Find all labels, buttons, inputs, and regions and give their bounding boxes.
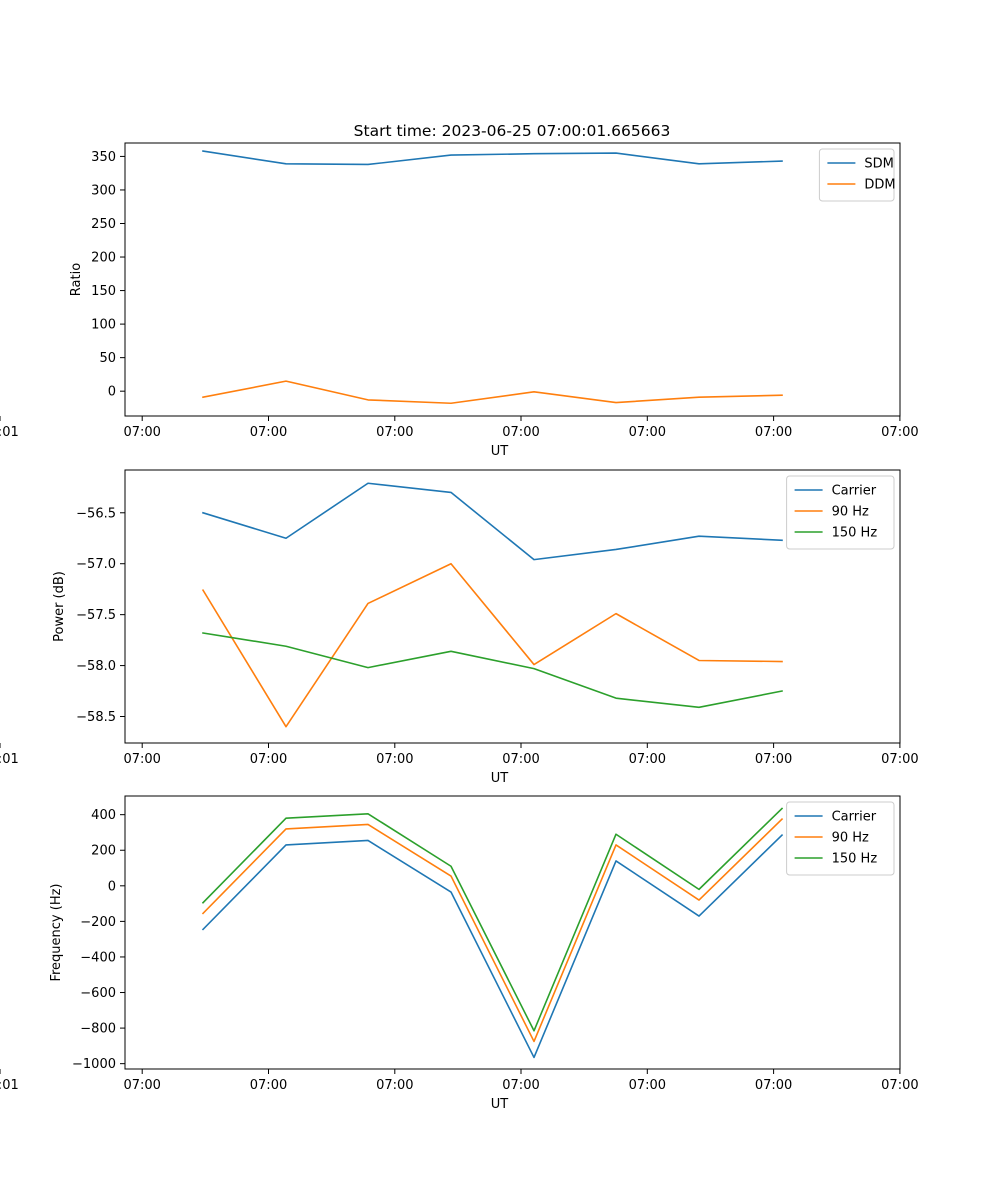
series-line-150-hz bbox=[202, 632, 783, 709]
legend-box bbox=[818, 148, 895, 202]
y-axis-label: Frequency (Hz) bbox=[49, 883, 64, 981]
x-tick-label: 07:00 bbox=[755, 752, 792, 767]
legend: Carrier 90 Hz 150 Hz bbox=[786, 801, 895, 876]
legend-label: 150 Hz bbox=[832, 852, 878, 867]
y-tick-label: −56.5 bbox=[76, 506, 116, 521]
y-tick-label: 200 bbox=[91, 844, 116, 859]
x-tick-label: 07:00 bbox=[123, 752, 160, 767]
y-tick-label: 50 bbox=[99, 351, 116, 366]
y-tick-label: 200 bbox=[91, 251, 116, 266]
y-tick-label: −400 bbox=[80, 950, 116, 965]
x-tick-label: 07:00 bbox=[629, 1078, 666, 1093]
y-tick-label: −1000 bbox=[72, 1057, 116, 1072]
series-line-90-hz bbox=[201, 562, 783, 728]
y-tick-label: −58.0 bbox=[76, 659, 116, 674]
x-tick-label: 07:00 bbox=[755, 1078, 792, 1093]
y-tick-label: −57.5 bbox=[76, 608, 116, 623]
legend: SDM DDM bbox=[818, 148, 896, 202]
x-tick-label: 07:00 bbox=[250, 425, 287, 440]
x-axis-label: UT bbox=[491, 444, 509, 459]
y-tick-label: −57.0 bbox=[76, 557, 116, 572]
x-tick-label: 07:00 bbox=[250, 752, 287, 767]
chart-panel-1: 07:00 07:00 07:00 07:00 07:00 07:00 07:00 07:01… bbox=[0, 142, 919, 459]
series-line-150-hz bbox=[201, 807, 784, 1032]
series-line-sdm bbox=[202, 150, 783, 166]
series-line-ddm bbox=[202, 380, 783, 405]
legend-box bbox=[786, 801, 895, 876]
x-tick-label: 07:00 bbox=[881, 1078, 918, 1093]
y-tick-label: −58.5 bbox=[76, 710, 116, 725]
x-tick-label: 07:00 bbox=[881, 752, 918, 767]
charts: 07:00 07:00 07:00 07:00 07:00 07:00 07:00 07:01… bbox=[0, 142, 919, 1112]
x-tick-label: 07:01 bbox=[0, 1078, 19, 1093]
legend-label: DDM bbox=[864, 178, 895, 193]
x-axis-label: UT bbox=[491, 771, 509, 786]
x-tick-label: 07:00 bbox=[376, 425, 413, 440]
x-tick-label: 07:00 bbox=[502, 752, 539, 767]
x-tick-label: 07:00 bbox=[502, 425, 539, 440]
x-tick-label: 07:00 bbox=[881, 425, 918, 440]
y-tick-label: 0 bbox=[108, 879, 116, 894]
y-axis-label: Ratio bbox=[69, 263, 84, 296]
legend-label: 90 Hz bbox=[832, 505, 869, 520]
legend-label: 150 Hz bbox=[832, 526, 878, 541]
y-tick-label: 350 bbox=[91, 150, 116, 165]
x-tick-label: 07:00 bbox=[250, 1078, 287, 1093]
chart-panel-2: 07:00 07:00 07:00 07:00 07:00 07:00 07:00 07:01… bbox=[0, 469, 919, 786]
y-tick-label: 400 bbox=[91, 808, 116, 823]
legend-label: Carrier bbox=[832, 484, 877, 499]
x-tick-label: 07:00 bbox=[502, 1078, 539, 1093]
y-axis-label: Power (dB) bbox=[52, 571, 67, 642]
figure-title: Start time: 2023-06-25 07:00:01.665663 bbox=[354, 122, 671, 140]
x-tick-label: 07:01 bbox=[0, 752, 19, 767]
x-tick-label: 07:00 bbox=[376, 1078, 413, 1093]
x-tick-label: 07:00 bbox=[123, 425, 160, 440]
y-tick-label: 0 bbox=[108, 385, 116, 400]
y-tick-label: −200 bbox=[80, 915, 116, 930]
legend-label: SDM bbox=[864, 157, 893, 172]
y-tick-label: −600 bbox=[80, 986, 116, 1001]
plot-frame bbox=[124, 142, 901, 417]
x-tick-label: 07:00 bbox=[376, 752, 413, 767]
series-line-carrier bbox=[201, 833, 784, 1059]
legend: Carrier 90 Hz 150 Hz bbox=[786, 475, 895, 550]
x-tick-label: 07:00 bbox=[755, 425, 792, 440]
plot-frame bbox=[124, 795, 901, 1070]
chart-panel-3: 07:00 07:00 07:00 07:00 07:00 07:00 07:00 07:01… bbox=[0, 795, 919, 1112]
y-tick-label: 250 bbox=[91, 217, 116, 232]
x-axis-label: UT bbox=[491, 1097, 509, 1112]
y-tick-label: 300 bbox=[91, 183, 116, 198]
x-tick-label: 07:00 bbox=[123, 1078, 160, 1093]
y-tick-label: −800 bbox=[80, 1022, 116, 1037]
plot-frame bbox=[124, 469, 901, 744]
series-line-carrier bbox=[202, 482, 783, 561]
legend-label: 90 Hz bbox=[832, 831, 869, 846]
legend-box bbox=[786, 475, 895, 550]
legend-label: Carrier bbox=[832, 810, 877, 825]
x-tick-label: 07:00 bbox=[629, 425, 666, 440]
x-tick-label: 07:01 bbox=[0, 425, 19, 440]
y-tick-label: 100 bbox=[91, 318, 116, 333]
x-tick-label: 07:00 bbox=[629, 752, 666, 767]
series-line-90-hz bbox=[201, 817, 784, 1043]
y-tick-label: 150 bbox=[91, 284, 116, 299]
